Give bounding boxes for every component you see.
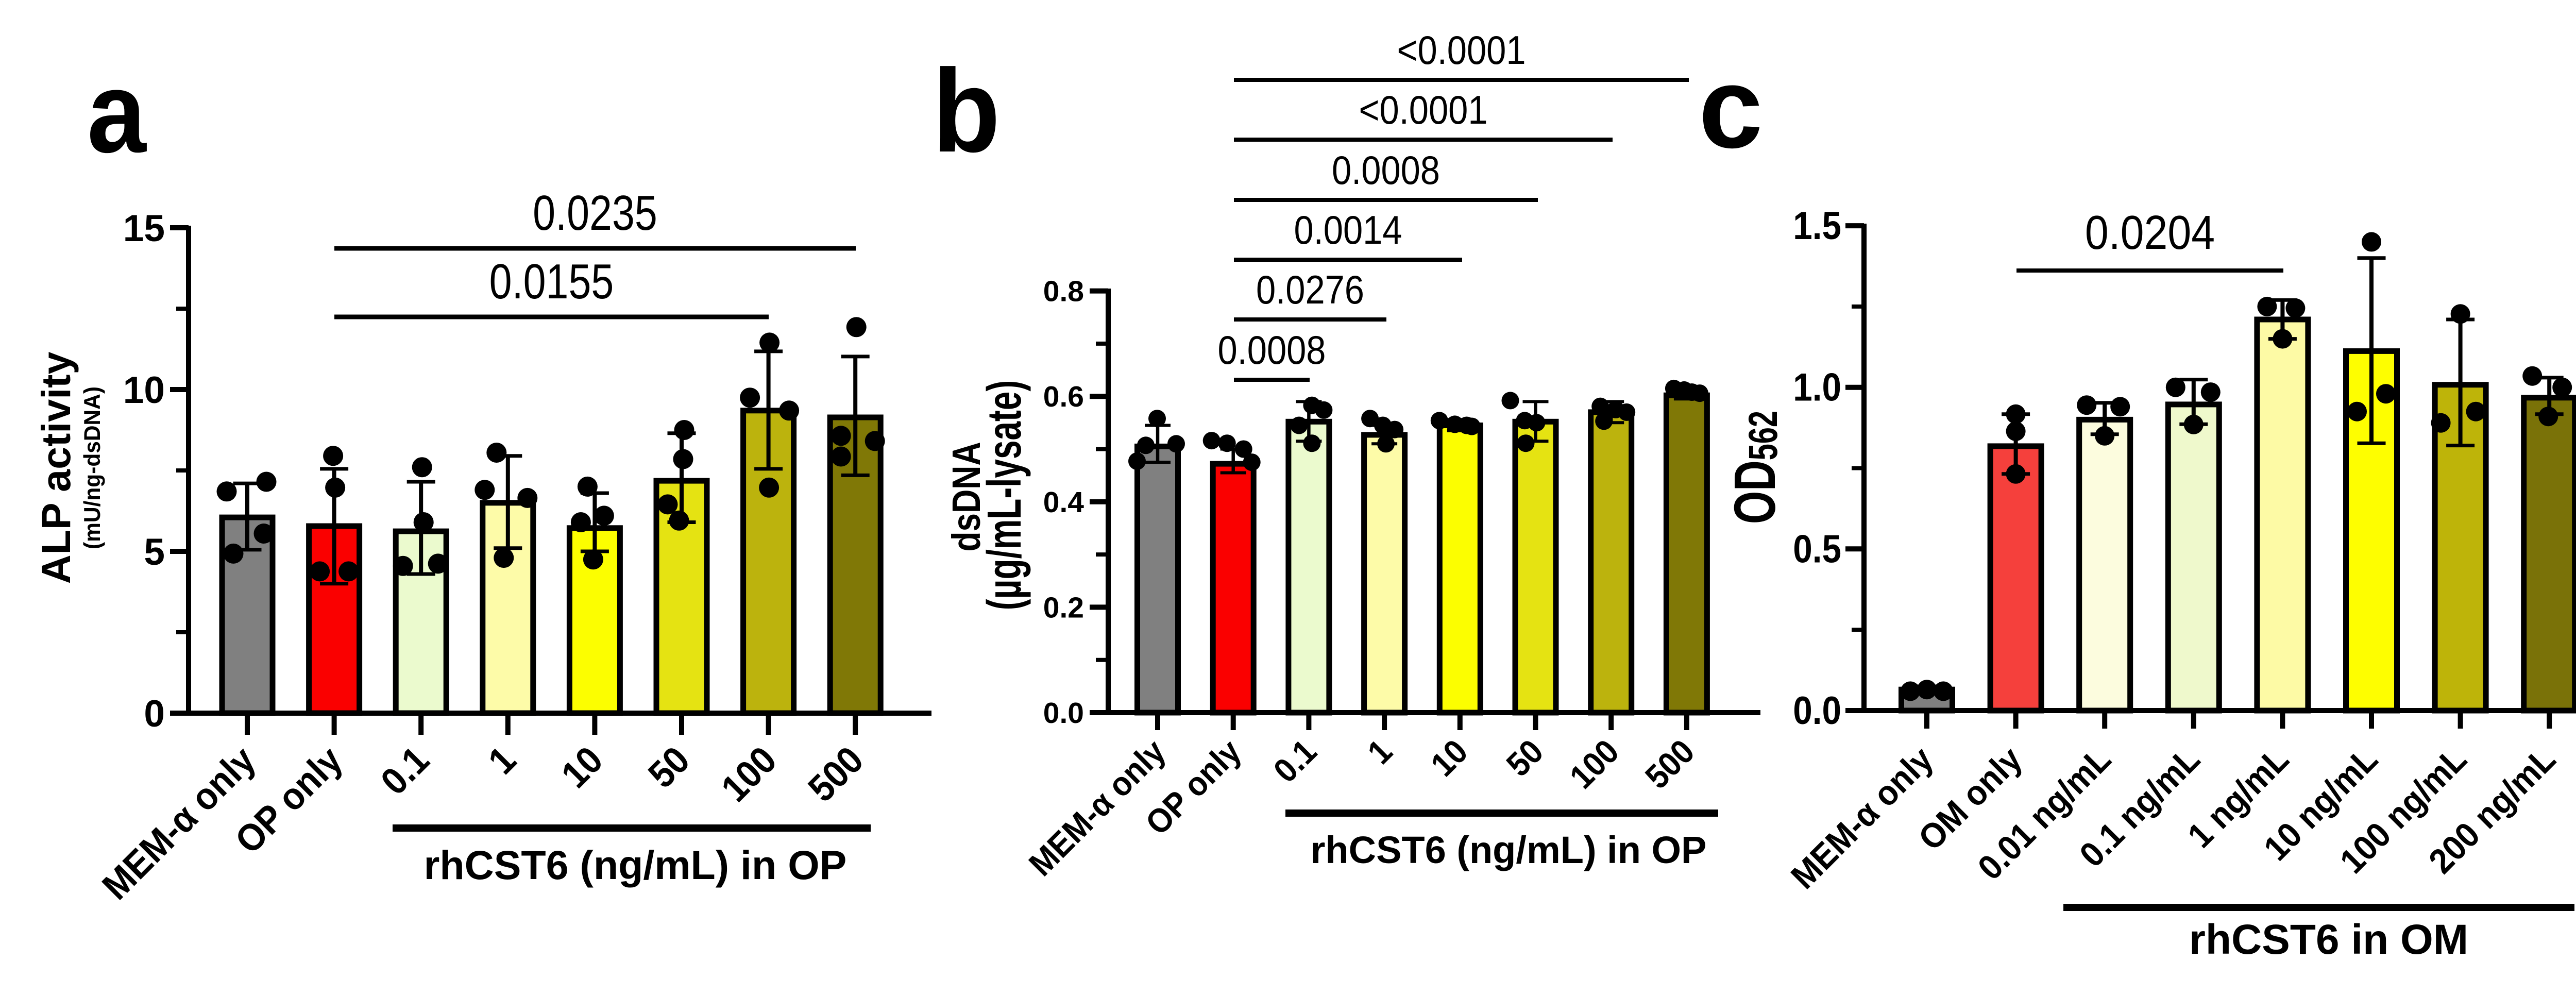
svg-text:1.5: 1.5 <box>1793 204 1841 248</box>
svg-text:500: 500 <box>801 739 872 810</box>
svg-text:0.0155: 0.0155 <box>489 254 614 309</box>
svg-text:0.0: 0.0 <box>1043 697 1084 730</box>
svg-text:0.4: 0.4 <box>1043 486 1084 519</box>
svg-text:0.0204: 0.0204 <box>2085 205 2215 259</box>
svg-text:(µg/mL-lysate): (µg/mL-lysate) <box>977 380 1031 610</box>
svg-text:100: 100 <box>714 739 785 810</box>
svg-text:10: 10 <box>553 739 611 797</box>
svg-text:500: 500 <box>1638 733 1702 796</box>
svg-text:rhCST6 in OM: rhCST6 in OM <box>2189 916 2468 963</box>
svg-text:0.0008: 0.0008 <box>1332 148 1440 193</box>
svg-text:15: 15 <box>123 208 165 249</box>
svg-text:0.8: 0.8 <box>1043 275 1084 308</box>
svg-text:50: 50 <box>1500 733 1551 784</box>
svg-text:10: 10 <box>123 369 165 411</box>
svg-text:0.0: 0.0 <box>1793 689 1841 733</box>
svg-text:dsDNA: dsDNA <box>944 442 988 551</box>
svg-text:a: a <box>87 47 147 177</box>
svg-text:5: 5 <box>144 531 165 573</box>
svg-text:0.5: 0.5 <box>1793 528 1841 571</box>
svg-text:rhCST6 (ng/mL) in OP: rhCST6 (ng/mL) in OP <box>1311 829 1707 871</box>
svg-text:0: 0 <box>144 693 165 735</box>
svg-text:b: b <box>933 45 1000 177</box>
svg-text:1: 1 <box>481 739 524 783</box>
svg-text:50: 50 <box>640 739 698 797</box>
svg-text:<0.0001: <0.0001 <box>1397 28 1526 73</box>
svg-text:0.0235: 0.0235 <box>533 185 657 241</box>
svg-text:rhCST6 (ng/mL) in OP: rhCST6 (ng/mL) in OP <box>424 842 847 888</box>
svg-text:0.0014: 0.0014 <box>1294 208 1402 252</box>
svg-text:10: 10 <box>1424 733 1475 784</box>
svg-text:0.0276: 0.0276 <box>1256 267 1364 312</box>
svg-text:0.0008: 0.0008 <box>1218 328 1326 373</box>
svg-text:ALP activity: ALP activity <box>33 352 79 584</box>
svg-text:OD562: OD562 <box>1722 411 1787 524</box>
svg-text:<0.0001: <0.0001 <box>1359 88 1487 132</box>
svg-text:0.1: 0.1 <box>1267 733 1324 790</box>
svg-text:c: c <box>1699 43 1763 172</box>
svg-text:100: 100 <box>1563 733 1626 796</box>
svg-text:0.2: 0.2 <box>1043 591 1084 624</box>
svg-text:0.6: 0.6 <box>1043 380 1084 413</box>
svg-text:0.1: 0.1 <box>373 739 437 803</box>
svg-text:1.0: 1.0 <box>1793 366 1841 410</box>
svg-text:1: 1 <box>1361 733 1399 771</box>
svg-text:(mU/ng-dsDNA): (mU/ng-dsDNA) <box>80 386 105 549</box>
svg-text:MEM-α only: MEM-α only <box>1784 739 1941 896</box>
